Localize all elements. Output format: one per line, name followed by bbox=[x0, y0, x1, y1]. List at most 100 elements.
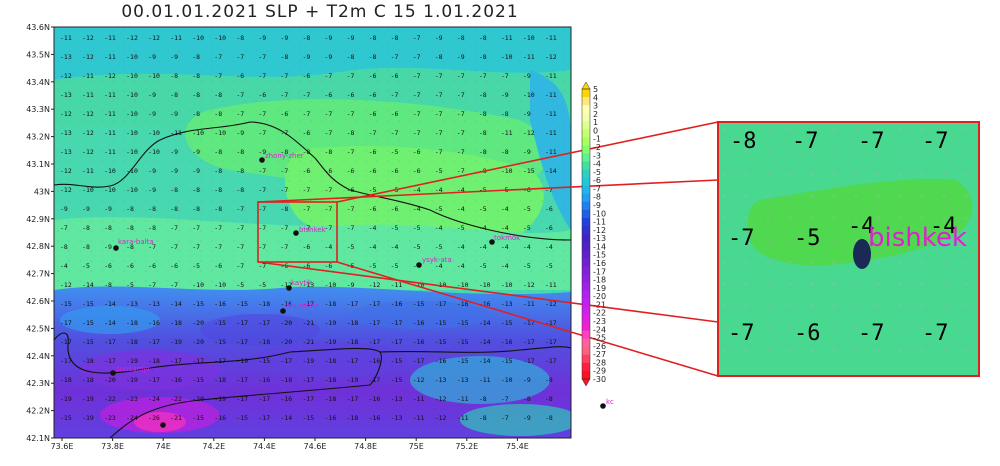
grid-value: -4 bbox=[369, 224, 377, 232]
grid-dot bbox=[200, 230, 202, 232]
grid-dot bbox=[123, 250, 125, 252]
grid-dot bbox=[365, 130, 367, 132]
grid-dot bbox=[255, 260, 257, 262]
grid-dot bbox=[541, 250, 543, 252]
grid-dot bbox=[266, 420, 268, 422]
grid-dot bbox=[222, 160, 224, 162]
grid-value: -17 bbox=[148, 376, 160, 384]
grid-value: -17 bbox=[104, 338, 116, 346]
grid-dot bbox=[343, 320, 345, 322]
grid-dot bbox=[486, 230, 488, 232]
grid-dot bbox=[409, 140, 411, 142]
grid-value: -5 bbox=[435, 167, 443, 175]
grid-value: -8 bbox=[479, 91, 487, 99]
grid-dot bbox=[442, 70, 444, 72]
grid-dot bbox=[101, 350, 103, 352]
colorbar-top-arrow bbox=[581, 81, 591, 90]
grid-dot bbox=[398, 60, 400, 62]
grid-value: -9 bbox=[325, 34, 333, 42]
grid-dot bbox=[343, 110, 345, 112]
grid-dot bbox=[486, 100, 488, 102]
zoom-grid-dot bbox=[877, 151, 879, 153]
grid-dot bbox=[145, 370, 147, 372]
grid-dot bbox=[156, 430, 158, 432]
grid-dot bbox=[475, 150, 477, 152]
grid-dot bbox=[508, 210, 510, 212]
colorbar-label: 1 bbox=[593, 118, 598, 127]
grid-dot bbox=[255, 170, 257, 172]
grid-dot bbox=[376, 240, 378, 242]
grid-dot bbox=[365, 350, 367, 352]
grid-dot bbox=[354, 110, 356, 112]
grid-value: -7 bbox=[391, 53, 399, 61]
grid-dot bbox=[222, 390, 224, 392]
grid-dot bbox=[68, 140, 70, 142]
grid-value: -8 bbox=[280, 53, 288, 61]
grid-dot bbox=[442, 370, 444, 372]
grid-value: -8 bbox=[170, 205, 178, 213]
grid-dot bbox=[79, 30, 81, 32]
grid-dot bbox=[321, 250, 323, 252]
grid-value: -8 bbox=[523, 395, 531, 403]
city-label-zhony-zher: zhony-zher bbox=[265, 152, 304, 160]
zoom-grid-dot bbox=[833, 151, 835, 153]
grid-dot bbox=[145, 110, 147, 112]
grid-dot bbox=[398, 400, 400, 402]
grid-value: -18 bbox=[258, 300, 270, 308]
grid-value: -7 bbox=[192, 224, 200, 232]
grid-value: -4 bbox=[457, 262, 465, 270]
grid-dot bbox=[343, 390, 345, 392]
grid-dot bbox=[112, 250, 114, 252]
grid-dot bbox=[530, 400, 532, 402]
grid-dot bbox=[486, 320, 488, 322]
grid-dot bbox=[222, 290, 224, 292]
grid-value: -4 bbox=[413, 205, 421, 213]
grid-dot bbox=[486, 300, 488, 302]
zoom-grid-dot bbox=[855, 305, 857, 307]
grid-dot bbox=[310, 310, 312, 312]
grid-dot bbox=[57, 40, 59, 42]
grid-value: -11 bbox=[82, 167, 94, 175]
grid-value: -7 bbox=[457, 148, 465, 156]
grid-dot bbox=[365, 120, 367, 122]
grid-dot bbox=[519, 170, 521, 172]
grid-value: -5 bbox=[82, 262, 90, 270]
grid-dot bbox=[442, 420, 444, 422]
grid-dot bbox=[112, 260, 114, 262]
grid-dot bbox=[354, 400, 356, 402]
zoom-grid-dot bbox=[877, 305, 879, 307]
zoom-grid-dot bbox=[965, 217, 967, 219]
grid-dot bbox=[244, 380, 246, 382]
grid-dot bbox=[376, 110, 378, 112]
grid-dot bbox=[321, 380, 323, 382]
grid-dot bbox=[530, 390, 532, 392]
grid-dot bbox=[167, 250, 169, 252]
grid-dot bbox=[123, 380, 125, 382]
grid-dot bbox=[475, 410, 477, 412]
grid-dot bbox=[508, 400, 510, 402]
grid-dot bbox=[321, 290, 323, 292]
grid-value: -16 bbox=[435, 357, 447, 365]
grid-dot bbox=[156, 160, 158, 162]
grid-dot bbox=[112, 400, 114, 402]
grid-dot bbox=[145, 350, 147, 352]
grid-value: -9 bbox=[347, 34, 355, 42]
grid-dot bbox=[145, 130, 147, 132]
grid-dot bbox=[332, 310, 334, 312]
grid-dot bbox=[112, 290, 114, 292]
grid-dot bbox=[134, 340, 136, 342]
grid-dot bbox=[90, 230, 92, 232]
grid-dot bbox=[112, 80, 114, 82]
grid-dot bbox=[200, 300, 202, 302]
colorbar-label: -10 bbox=[593, 209, 606, 218]
grid-dot bbox=[222, 120, 224, 122]
grid-value: -10 bbox=[148, 72, 160, 80]
grid-value: -6 bbox=[302, 129, 310, 137]
grid-dot bbox=[167, 320, 169, 322]
grid-dot bbox=[464, 190, 466, 192]
grid-dot bbox=[376, 210, 378, 212]
grid-dot bbox=[552, 310, 554, 312]
grid-dot bbox=[189, 170, 191, 172]
grid-dot bbox=[112, 350, 114, 352]
zoom-grid-dot bbox=[877, 173, 879, 175]
